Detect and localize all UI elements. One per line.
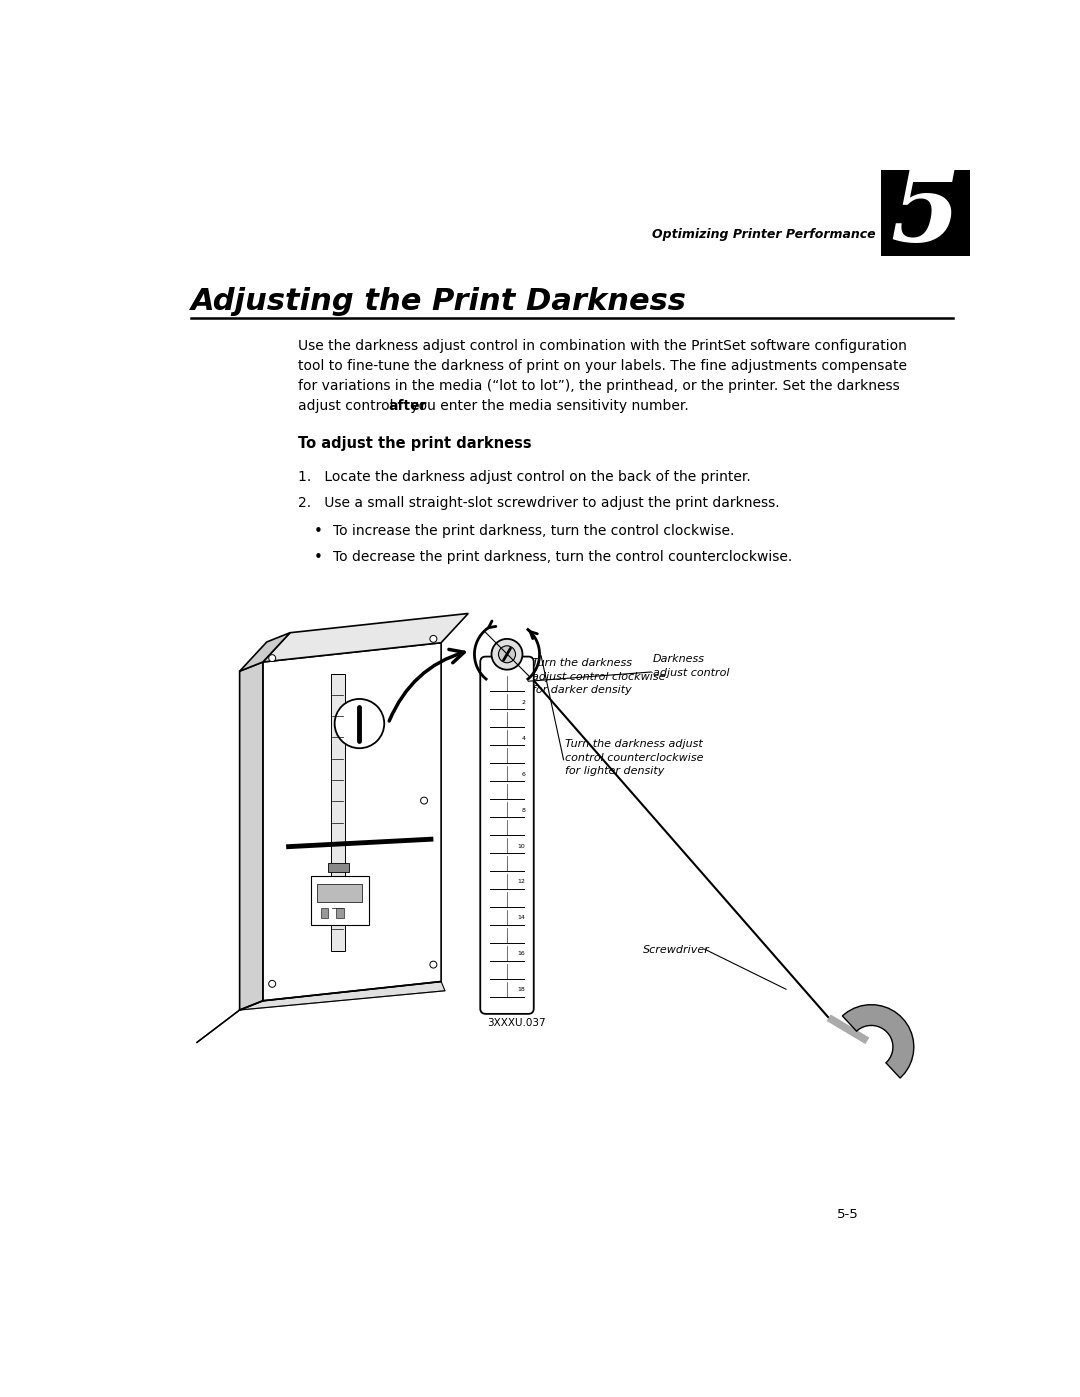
Text: Screwdriver: Screwdriver (643, 944, 710, 954)
Text: To adjust the print darkness: To adjust the print darkness (298, 436, 531, 451)
Text: 18: 18 (517, 988, 525, 992)
Text: To increase the print darkness, turn the control clockwise.: To increase the print darkness, turn the… (333, 524, 734, 538)
Text: 2: 2 (522, 700, 525, 704)
Text: 16: 16 (517, 951, 525, 957)
Polygon shape (240, 633, 291, 671)
Circle shape (269, 981, 275, 988)
FancyBboxPatch shape (481, 657, 534, 1014)
Text: 8: 8 (522, 807, 525, 813)
Polygon shape (842, 1004, 914, 1078)
Polygon shape (240, 982, 445, 1010)
Text: 5-5: 5-5 (837, 1207, 859, 1221)
Text: 3XXXU.037: 3XXXU.037 (488, 1018, 546, 1028)
Text: •: • (313, 524, 322, 539)
FancyBboxPatch shape (327, 863, 349, 872)
Circle shape (491, 638, 523, 669)
Text: 12: 12 (517, 880, 525, 884)
Text: Optimizing Printer Performance: Optimizing Printer Performance (651, 228, 875, 242)
Polygon shape (262, 613, 469, 662)
Text: Turn the darkness
adjust control clockwise
for darker density: Turn the darkness adjust control clockwi… (531, 658, 665, 696)
Text: 4: 4 (522, 736, 525, 740)
Text: after: after (389, 400, 428, 414)
Text: •: • (313, 550, 322, 566)
Circle shape (335, 698, 384, 749)
FancyBboxPatch shape (336, 908, 343, 918)
Text: Darkness
adjust control: Darkness adjust control (652, 654, 729, 678)
FancyBboxPatch shape (330, 673, 345, 951)
Text: Use the darkness adjust control in combination with the PrintSet software config: Use the darkness adjust control in combi… (298, 339, 906, 353)
Text: Adjusting the Print Darkness: Adjusting the Print Darkness (191, 286, 687, 316)
Polygon shape (240, 662, 262, 1010)
Text: 2.   Use a small straight-slot screwdriver to adjust the print darkness.: 2. Use a small straight-slot screwdriver… (298, 496, 780, 510)
Text: 6: 6 (522, 771, 525, 777)
Circle shape (430, 636, 437, 643)
Circle shape (430, 961, 437, 968)
Polygon shape (262, 643, 441, 1000)
Text: for variations in the media (“lot to lot”), the printhead, or the printer. Set t: for variations in the media (“lot to lot… (298, 380, 900, 394)
FancyBboxPatch shape (880, 170, 970, 256)
Text: 5: 5 (890, 166, 960, 263)
Text: 1.   Locate the darkness adjust control on the back of the printer.: 1. Locate the darkness adjust control on… (298, 471, 751, 485)
Text: 10: 10 (517, 844, 525, 848)
Circle shape (420, 798, 428, 805)
Circle shape (269, 655, 275, 662)
Text: tool to fine-tune the darkness of print on your labels. The fine adjustments com: tool to fine-tune the darkness of print … (298, 359, 907, 373)
FancyBboxPatch shape (321, 908, 328, 918)
Text: 14: 14 (517, 915, 525, 921)
Text: Turn the darkness adjust
control counterclockwise
for lighter density: Turn the darkness adjust control counter… (565, 739, 704, 777)
FancyBboxPatch shape (318, 884, 363, 902)
Text: To decrease the print darkness, turn the control counterclockwise.: To decrease the print darkness, turn the… (333, 550, 792, 564)
Circle shape (499, 645, 515, 662)
Text: you enter the media sensitivity number.: you enter the media sensitivity number. (406, 400, 689, 414)
Text: adjust control: adjust control (298, 400, 397, 414)
FancyBboxPatch shape (311, 876, 368, 925)
